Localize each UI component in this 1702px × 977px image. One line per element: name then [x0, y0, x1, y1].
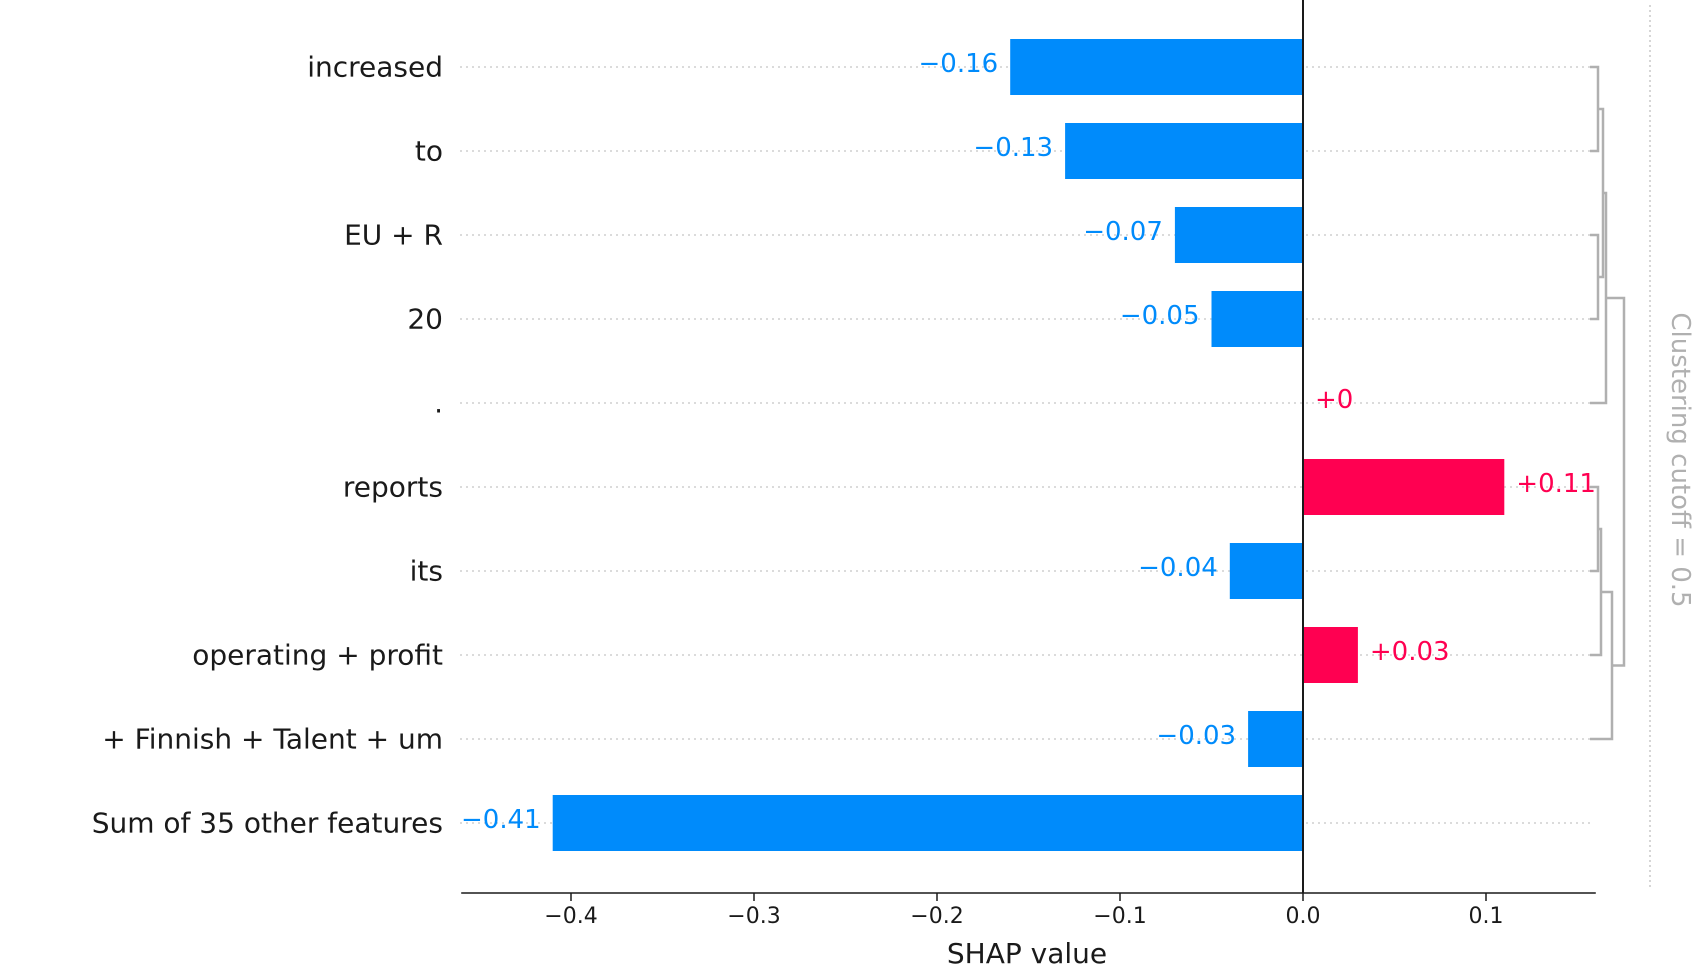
- value-label: −0.05: [1120, 301, 1200, 331]
- value-label: +0.11: [1516, 469, 1596, 499]
- bar-8: [1248, 711, 1303, 767]
- bar-7: [1303, 627, 1358, 683]
- value-labels: −0.16 −0.13 −0.07 −0.05 +0 +0.11 −0.04 +0.03 −0.…: [461, 49, 1596, 835]
- x-tick-label: −0.3: [727, 904, 780, 929]
- value-label: +0.03: [1370, 637, 1450, 667]
- clustering-cutoff-label: Clustering cutoff = 0.5: [1665, 312, 1695, 607]
- feature-label: Sum of 35 other features: [92, 807, 443, 840]
- feature-label: increased: [307, 51, 443, 84]
- feature-label: + Finnish + Talent + um: [102, 723, 443, 756]
- value-label: −0.03: [1156, 721, 1236, 751]
- feature-label: 20: [407, 303, 443, 336]
- feature-label: EU + R: [344, 219, 443, 252]
- clustering-dendrogram: [1590, 65, 1626, 741]
- value-label: −0.41: [461, 805, 541, 835]
- dendrogram-branch: [1590, 485, 1600, 573]
- x-tick-label: −0.1: [1093, 904, 1146, 929]
- value-label: −0.13: [973, 133, 1053, 163]
- value-label: −0.04: [1138, 553, 1218, 583]
- dendrogram-branch: [1590, 233, 1600, 321]
- feature-label: operating + profit: [192, 639, 443, 672]
- feature-label: its: [410, 555, 443, 588]
- feature-label: reports: [343, 471, 443, 504]
- bar-1: [1065, 123, 1303, 179]
- row-gridlines: [460, 66, 1590, 824]
- value-label: −0.16: [919, 49, 999, 79]
- feature-label: .: [434, 387, 443, 420]
- bar-9: [552, 795, 1303, 851]
- dendrogram-branch: [1590, 527, 1603, 657]
- bar-0: [1010, 39, 1303, 95]
- bars: [552, 39, 1505, 851]
- feature-labels: increased to EU + R 20. reports its operating …: [92, 51, 443, 840]
- dendrogram-branch: [1590, 65, 1600, 153]
- x-tick-label: 0.0: [1286, 904, 1321, 929]
- feature-label: to: [415, 135, 443, 168]
- x-axis-title: SHAP value: [947, 937, 1107, 970]
- x-tick-label: −0.2: [910, 904, 963, 929]
- x-tick-label: 0.1: [1469, 904, 1504, 929]
- x-tick-label: −0.4: [544, 904, 597, 929]
- bar-3: [1211, 291, 1303, 347]
- dendrogram-branch: [1606, 296, 1626, 667]
- bar-6: [1229, 543, 1303, 599]
- bar-5: [1303, 459, 1505, 515]
- value-label: −0.07: [1083, 217, 1163, 247]
- value-label: +0: [1315, 385, 1353, 415]
- x-axis: −0.4 −0.3 −0.2 −0.1 0.0 0.1: [461, 892, 1596, 929]
- bar-2: [1174, 207, 1303, 263]
